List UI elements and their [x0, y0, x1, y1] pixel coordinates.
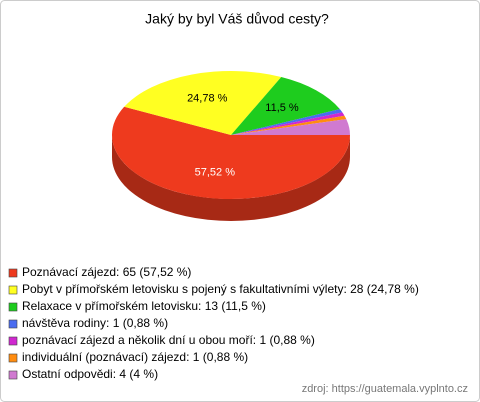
- legend-label: návštěva rodiny: 1 (0,88 %): [22, 316, 168, 330]
- legend-swatch: [8, 336, 18, 346]
- legend-swatch: [8, 353, 18, 363]
- slice: [231, 115, 347, 135]
- chart-title: Jaký by byl Váš důvod cesty?: [145, 11, 329, 27]
- legend-label: Relaxace v přímořském letovisku: 13 (11,…: [22, 299, 266, 313]
- legend-label: Pobyt v přímořském letovisku s pojený s …: [22, 282, 419, 296]
- legend-swatch: [8, 370, 18, 380]
- slice: [112, 106, 350, 199]
- legend-label: poznávací zájezd a několik dní u obou mo…: [22, 333, 315, 347]
- slice-side: [112, 135, 350, 221]
- legend-label: Ostatní odpovědi: 4 (4 %): [22, 367, 158, 381]
- slice: [231, 119, 350, 135]
- slice: [124, 71, 282, 135]
- slice: [231, 76, 340, 135]
- slice: [231, 112, 345, 135]
- value-label: 57,52 %: [195, 166, 236, 178]
- legend-swatch: [8, 302, 18, 312]
- legend-label: Poznávací zájezd: 65 (57,52 %): [22, 265, 191, 279]
- slice: [231, 109, 343, 135]
- source: zdroj: https://guatemala.vyplnto.cz: [302, 383, 468, 395]
- legend-swatch: [8, 285, 18, 295]
- value-label: 24,78 %: [187, 93, 228, 105]
- legend-swatch: [8, 319, 18, 329]
- value-label: 11,5 %: [265, 102, 299, 114]
- legend-label: individuální (poznávací) zájezd: 1 (0,88…: [22, 350, 248, 364]
- legend-swatch: [8, 268, 18, 278]
